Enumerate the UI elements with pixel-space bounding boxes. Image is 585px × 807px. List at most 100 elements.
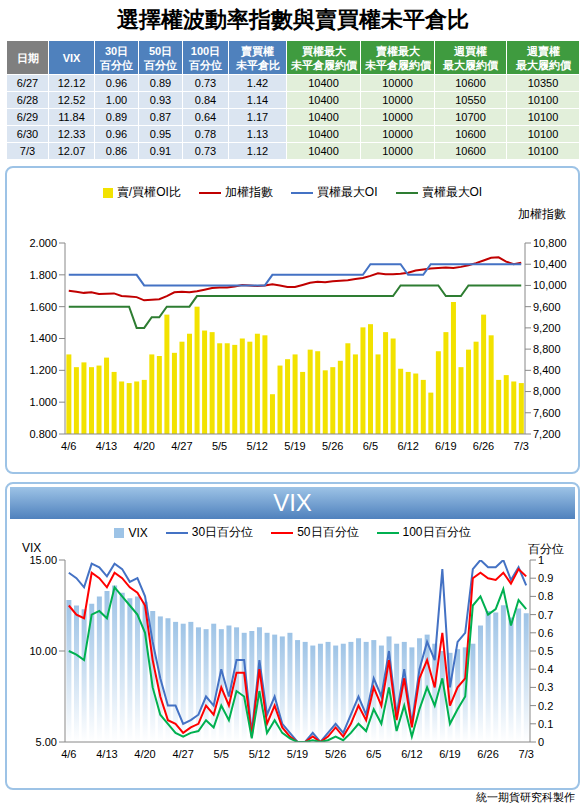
svg-text:9,600: 9,600 bbox=[533, 301, 561, 313]
svg-text:0.6: 0.6 bbox=[538, 627, 553, 639]
svg-text:4/20: 4/20 bbox=[133, 440, 154, 452]
svg-text:0: 0 bbox=[538, 736, 544, 748]
html-text:百分位: 百分位 bbox=[144, 58, 177, 71]
html-text:百分位: 百分位 bbox=[528, 542, 564, 556]
svg-text:10,000: 10,000 bbox=[533, 279, 567, 291]
html-text:6/28: 6/28 bbox=[16, 94, 39, 106]
html-text:VIX: VIX bbox=[22, 541, 42, 555]
html-text:最大履約價: 最大履約價 bbox=[443, 58, 498, 71]
svg-text:4/13: 4/13 bbox=[96, 748, 117, 760]
html-text:VIX: VIX bbox=[128, 525, 148, 540]
html-text:賣權最大: 賣權最大 bbox=[375, 44, 420, 57]
svg-text:7,600: 7,600 bbox=[533, 407, 561, 419]
svg-text:0.3: 0.3 bbox=[538, 681, 553, 693]
html-text:百分位: 百分位 bbox=[189, 58, 222, 71]
html-text:10400: 10400 bbox=[308, 77, 339, 89]
svg-text:1.400: 1.400 bbox=[29, 332, 57, 344]
html-text:加權指數: 加權指數 bbox=[518, 207, 566, 221]
svg-text:9,200: 9,200 bbox=[533, 322, 561, 334]
svg-text:4/13: 4/13 bbox=[96, 440, 117, 452]
svg-text:6/19: 6/19 bbox=[439, 748, 460, 760]
html-text:買權最大: 買權最大 bbox=[301, 44, 346, 57]
svg-text:6/19: 6/19 bbox=[435, 440, 456, 452]
svg-text:0.7: 0.7 bbox=[538, 609, 553, 621]
html-text:賣/買權OI比: 賣/買權OI比 bbox=[116, 185, 181, 199]
html-text:週賣權: 週賣權 bbox=[526, 44, 560, 57]
html-text:100日百分位: 100日百分位 bbox=[402, 525, 471, 539]
html-text:日期: 日期 bbox=[16, 51, 39, 64]
svg-text:0.9: 0.9 bbox=[538, 572, 553, 584]
svg-text:6/5: 6/5 bbox=[366, 748, 381, 760]
svg-text:6/26: 6/26 bbox=[473, 440, 494, 452]
svg-text:5/12: 5/12 bbox=[247, 440, 268, 452]
svg-text:10,800: 10,800 bbox=[533, 237, 567, 249]
svg-text:4/20: 4/20 bbox=[134, 748, 155, 760]
html-text:百分位: 百分位 bbox=[100, 58, 133, 71]
svg-text:6/26: 6/26 bbox=[477, 748, 498, 760]
svg-text:5/26: 5/26 bbox=[322, 440, 343, 452]
svg-text:7/3: 7/3 bbox=[514, 440, 529, 452]
html-text:未平倉比: 未平倉比 bbox=[235, 58, 280, 71]
svg-text:1.600: 1.600 bbox=[29, 301, 57, 313]
html-text:50日: 50日 bbox=[148, 44, 173, 57]
html-text:50日百分位: 50日百分位 bbox=[297, 525, 359, 539]
svg-text:15.00: 15.00 bbox=[29, 554, 57, 566]
html-text:6/27: 6/27 bbox=[16, 77, 39, 89]
svg-text:5/5: 5/5 bbox=[214, 748, 229, 760]
svg-text:8,400: 8,400 bbox=[533, 364, 561, 376]
html-text:12.52: 12.52 bbox=[57, 94, 86, 106]
svg-text:5/5: 5/5 bbox=[212, 440, 227, 452]
html-text:最大履約價: 最大履約價 bbox=[515, 58, 571, 71]
html-text:30日百分位: 30日百分位 bbox=[191, 525, 254, 539]
html-text:10350: 10350 bbox=[527, 77, 559, 89]
html-text:選擇權波動率指數與賣買權未平倉比: 選擇權波動率指數與賣買權未平倉比 bbox=[116, 7, 469, 32]
svg-text:1.800: 1.800 bbox=[29, 269, 57, 281]
html-text:賣買權: 賣買權 bbox=[241, 44, 274, 57]
svg-text:8,000: 8,000 bbox=[533, 385, 561, 397]
html-text:週買權: 週買權 bbox=[454, 44, 487, 57]
svg-text:1: 1 bbox=[538, 554, 544, 566]
svg-text:4/6: 4/6 bbox=[61, 440, 76, 452]
svg-text:2.000: 2.000 bbox=[29, 237, 57, 249]
html-text:12.12: 12.12 bbox=[57, 77, 86, 89]
html-text:30日: 30日 bbox=[104, 44, 129, 57]
svg-text:4/6: 4/6 bbox=[61, 748, 76, 760]
html-text:100日: 100日 bbox=[190, 44, 221, 57]
svg-text:8,800: 8,800 bbox=[533, 343, 561, 355]
svg-text:5/19: 5/19 bbox=[284, 440, 305, 452]
svg-text:10.00: 10.00 bbox=[29, 645, 57, 657]
svg-text:1.200: 1.200 bbox=[29, 364, 57, 376]
html-text:0.96: 0.96 bbox=[105, 77, 128, 89]
html-text:賣權最大OI: 賣權最大OI bbox=[421, 185, 483, 199]
svg-text:7/3: 7/3 bbox=[519, 748, 534, 760]
svg-text:6/12: 6/12 bbox=[401, 748, 422, 760]
svg-text:7,200: 7,200 bbox=[533, 428, 561, 440]
html-text:0.89: 0.89 bbox=[149, 77, 172, 89]
html-text:VIX: VIX bbox=[62, 51, 81, 64]
html-text:加權指數: 加權指數 bbox=[224, 185, 273, 199]
svg-text:10,400: 10,400 bbox=[533, 258, 567, 270]
svg-text:1.000: 1.000 bbox=[29, 396, 57, 408]
svg-text:6/12: 6/12 bbox=[397, 440, 418, 452]
html-text:10600: 10600 bbox=[455, 77, 486, 89]
html-text:10000: 10000 bbox=[382, 77, 413, 89]
svg-text:6/5: 6/5 bbox=[363, 440, 378, 452]
html-text:未平倉履約價: 未平倉履約價 bbox=[364, 58, 431, 71]
svg-text:5.00: 5.00 bbox=[36, 736, 57, 748]
html-text:1.42: 1.42 bbox=[246, 77, 269, 89]
svg-text:4/27: 4/27 bbox=[172, 748, 193, 760]
svg-text:5/19: 5/19 bbox=[287, 748, 308, 760]
svg-text:5/26: 5/26 bbox=[325, 748, 346, 760]
html-text:買權最大OI: 買權最大OI bbox=[316, 185, 378, 199]
html-text:未平倉履約價: 未平倉履約價 bbox=[290, 58, 357, 71]
svg-text:4/27: 4/27 bbox=[171, 440, 192, 452]
svg-text:0.8: 0.8 bbox=[538, 590, 553, 602]
html-text:0.73: 0.73 bbox=[194, 77, 217, 89]
svg-text:0.1: 0.1 bbox=[538, 718, 553, 730]
svg-text:0.4: 0.4 bbox=[538, 663, 553, 675]
svg-text:0.5: 0.5 bbox=[538, 645, 553, 657]
svg-text:0.800: 0.800 bbox=[29, 428, 57, 440]
svg-text:0.2: 0.2 bbox=[538, 700, 553, 712]
svg-text:5/12: 5/12 bbox=[249, 748, 270, 760]
html-text:VIX: VIX bbox=[273, 489, 312, 516]
